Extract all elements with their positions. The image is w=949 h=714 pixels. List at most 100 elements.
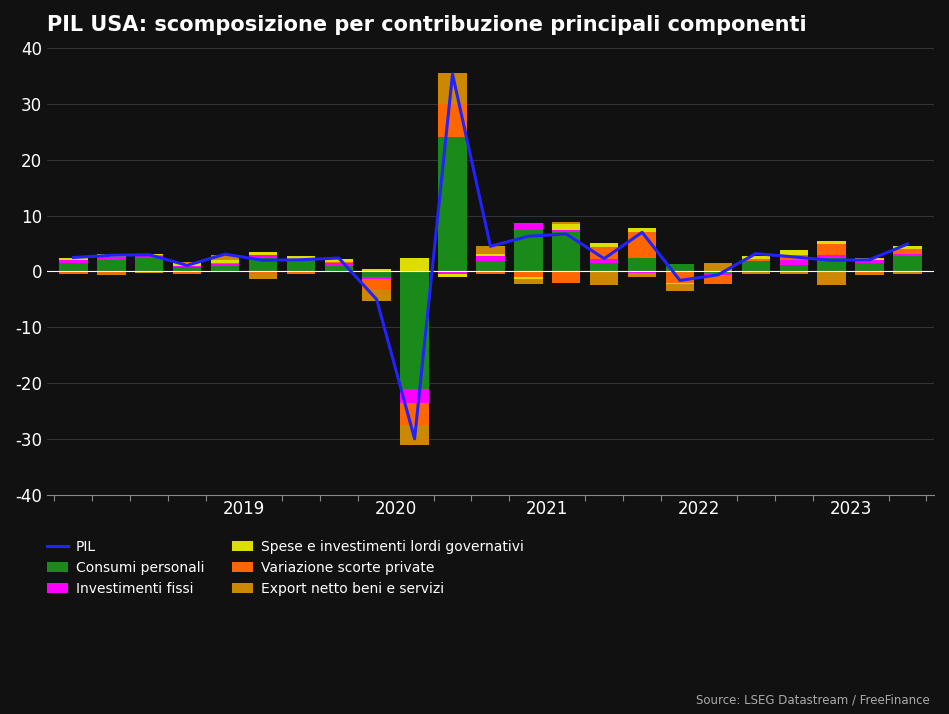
Bar bbox=[135, 258, 163, 271]
Bar bbox=[855, 271, 884, 274]
Bar bbox=[476, 271, 505, 274]
Bar bbox=[438, 73, 467, 104]
Bar bbox=[363, 268, 391, 271]
Bar bbox=[438, 137, 467, 271]
Bar bbox=[817, 241, 846, 243]
Bar bbox=[704, 271, 732, 273]
Bar bbox=[249, 271, 277, 274]
Bar bbox=[400, 403, 429, 426]
Bar bbox=[400, 271, 429, 389]
Bar bbox=[628, 273, 657, 277]
Bar bbox=[211, 263, 239, 264]
Bar bbox=[666, 264, 695, 271]
Bar bbox=[741, 258, 770, 261]
Bar bbox=[552, 229, 581, 232]
Bar bbox=[779, 255, 808, 261]
Bar bbox=[514, 277, 543, 278]
Bar bbox=[97, 254, 125, 257]
Bar bbox=[476, 254, 505, 256]
Bar bbox=[173, 263, 201, 266]
Bar bbox=[893, 256, 921, 271]
Bar bbox=[552, 271, 581, 283]
Bar bbox=[438, 104, 467, 137]
Bar bbox=[628, 228, 657, 232]
Bar bbox=[476, 261, 505, 271]
Bar bbox=[741, 256, 770, 258]
Bar bbox=[287, 261, 315, 271]
Bar bbox=[135, 253, 163, 256]
Bar bbox=[287, 271, 315, 273]
Bar bbox=[893, 246, 921, 249]
Bar bbox=[704, 263, 732, 271]
Bar bbox=[704, 276, 732, 283]
Bar bbox=[514, 271, 543, 277]
Bar bbox=[855, 258, 884, 261]
Bar bbox=[552, 221, 581, 224]
Bar bbox=[552, 232, 581, 271]
Bar bbox=[476, 256, 505, 261]
Bar bbox=[173, 267, 201, 271]
Bar bbox=[855, 261, 884, 263]
Bar bbox=[628, 232, 657, 258]
Bar bbox=[135, 256, 163, 258]
Text: PIL USA: scomposizione per contribuzione principali componenti: PIL USA: scomposizione per contribuzione… bbox=[47, 15, 807, 35]
Bar bbox=[287, 256, 315, 258]
Bar bbox=[249, 255, 277, 258]
Bar bbox=[779, 271, 808, 274]
Bar bbox=[438, 274, 467, 276]
Bar bbox=[590, 243, 619, 248]
Bar bbox=[779, 265, 808, 271]
Bar bbox=[211, 260, 239, 263]
Bar bbox=[59, 261, 87, 263]
Bar bbox=[779, 250, 808, 255]
Bar bbox=[514, 223, 543, 229]
Bar bbox=[704, 273, 732, 276]
Bar bbox=[893, 249, 921, 253]
Bar bbox=[666, 283, 695, 291]
Bar bbox=[59, 258, 87, 261]
Bar bbox=[590, 248, 619, 258]
Bar bbox=[97, 274, 125, 276]
Bar bbox=[400, 258, 429, 271]
Bar bbox=[476, 246, 505, 254]
Bar bbox=[817, 255, 846, 258]
Bar bbox=[741, 271, 770, 274]
Bar bbox=[779, 261, 808, 265]
Bar bbox=[363, 271, 391, 277]
Text: Source: LSEG Datastream / FreeFinance: Source: LSEG Datastream / FreeFinance bbox=[697, 694, 930, 707]
Legend: PIL, Consumi personali, Investimenti fissi, Spese e investimenti lordi governati: PIL, Consumi personali, Investimenti fis… bbox=[47, 540, 525, 596]
Bar bbox=[97, 257, 125, 260]
Bar bbox=[855, 263, 884, 271]
Bar bbox=[363, 278, 391, 290]
Bar bbox=[249, 258, 277, 271]
Bar bbox=[514, 229, 543, 271]
Bar bbox=[287, 258, 315, 261]
Bar bbox=[325, 263, 353, 266]
Bar bbox=[893, 271, 921, 274]
Bar bbox=[325, 266, 353, 271]
Bar bbox=[173, 266, 201, 267]
Bar bbox=[628, 258, 657, 271]
Bar bbox=[741, 261, 770, 271]
Bar bbox=[400, 426, 429, 445]
Bar bbox=[666, 271, 695, 283]
Bar bbox=[211, 264, 239, 266]
Bar bbox=[817, 271, 846, 286]
Bar bbox=[325, 259, 353, 262]
Bar bbox=[855, 274, 884, 276]
Bar bbox=[97, 271, 125, 274]
Bar bbox=[590, 263, 619, 271]
Bar bbox=[590, 271, 619, 286]
Bar bbox=[817, 258, 846, 271]
Bar bbox=[552, 224, 581, 229]
Bar bbox=[249, 252, 277, 255]
Bar bbox=[59, 271, 87, 274]
Bar bbox=[173, 271, 201, 274]
Bar bbox=[893, 253, 921, 256]
Bar bbox=[514, 278, 543, 284]
Bar bbox=[173, 262, 201, 263]
Bar bbox=[211, 266, 239, 271]
Bar bbox=[211, 256, 239, 260]
Bar bbox=[135, 271, 163, 273]
Bar bbox=[817, 243, 846, 255]
